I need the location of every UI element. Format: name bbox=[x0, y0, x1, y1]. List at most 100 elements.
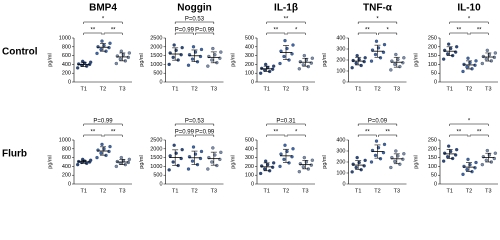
significance-label: * bbox=[376, 17, 379, 23]
significance-label: P=0.09 bbox=[368, 119, 388, 125]
data-point bbox=[119, 155, 123, 160]
y-tick-label: 100 bbox=[428, 164, 437, 170]
sd-bar bbox=[172, 47, 179, 61]
significance-label: ** bbox=[273, 28, 278, 34]
sd-bar bbox=[263, 65, 270, 72]
y-tick-label: 400 bbox=[62, 164, 71, 170]
x-tick-label: T1 bbox=[263, 188, 269, 194]
significance-label: P=0.31 bbox=[276, 119, 296, 125]
y-tick-label: 400 bbox=[245, 146, 254, 152]
data-point bbox=[211, 46, 215, 51]
data-point bbox=[442, 159, 446, 163]
y-tick-label: 400 bbox=[62, 62, 71, 68]
data-point bbox=[89, 158, 93, 162]
data-point bbox=[363, 56, 367, 60]
y-tick-label: 2000 bbox=[150, 146, 162, 152]
sd-bar bbox=[210, 151, 217, 166]
data-point bbox=[401, 61, 405, 65]
data-point bbox=[279, 152, 283, 156]
significance-label: * bbox=[102, 17, 105, 23]
significance-label: ** bbox=[477, 130, 482, 136]
significance-label: * bbox=[295, 28, 298, 34]
data-point bbox=[206, 167, 210, 171]
significance-label: ** bbox=[111, 130, 116, 136]
sd-bar bbox=[283, 45, 289, 60]
y-tick-label: 300 bbox=[245, 155, 254, 161]
data-point bbox=[389, 68, 393, 72]
data-point bbox=[186, 167, 191, 171]
y-tick-label: 100 bbox=[245, 173, 254, 179]
x-tick-label: T1 bbox=[172, 188, 178, 194]
sd-bar bbox=[302, 160, 309, 170]
data-point bbox=[219, 150, 223, 154]
significance-label: ** bbox=[90, 130, 95, 136]
sd-bar bbox=[393, 56, 400, 68]
data-point bbox=[199, 149, 204, 154]
data-point bbox=[485, 148, 489, 153]
x-tick-label: T3 bbox=[485, 86, 491, 92]
y-tick-label: 1000 bbox=[150, 62, 162, 68]
significance-bracket bbox=[469, 32, 489, 35]
significance-label: * bbox=[295, 130, 298, 136]
data-point bbox=[127, 157, 131, 162]
y-tick-label: 100 bbox=[336, 68, 345, 74]
sd-bar bbox=[283, 148, 289, 163]
data-point bbox=[108, 41, 112, 45]
data-point bbox=[115, 159, 119, 164]
data-point bbox=[278, 164, 282, 169]
data-point bbox=[350, 170, 354, 174]
significance-label: ** bbox=[365, 28, 370, 34]
significance-bracket bbox=[174, 123, 215, 126]
x-tick-label: T1 bbox=[80, 86, 86, 92]
y-tick-label: 200 bbox=[62, 71, 71, 77]
significance-bracket bbox=[449, 134, 469, 137]
y-tick-label: 200 bbox=[336, 159, 345, 165]
y-axis-label: pg/ml bbox=[413, 53, 419, 66]
data-point bbox=[401, 157, 405, 161]
significance-bracket bbox=[449, 123, 489, 126]
y-tick-label: 300 bbox=[336, 46, 345, 52]
panel-title: IL-10 bbox=[457, 3, 481, 14]
data-point bbox=[382, 42, 387, 47]
significance-bracket bbox=[174, 134, 194, 137]
y-tick-label: 0 bbox=[434, 181, 437, 187]
significance-bracket bbox=[83, 32, 103, 35]
data-point bbox=[118, 57, 122, 61]
data-point bbox=[402, 152, 406, 156]
y-tick-label: 1500 bbox=[150, 155, 162, 161]
row-label: Flurb bbox=[2, 149, 27, 160]
data-point bbox=[191, 45, 196, 49]
data-point bbox=[480, 162, 484, 167]
sd-bar bbox=[355, 160, 362, 170]
data-point bbox=[263, 167, 267, 171]
significance-label: P=0.53 bbox=[185, 17, 205, 23]
data-point bbox=[264, 62, 268, 67]
y-tick-label: 2500 bbox=[150, 35, 162, 41]
significance-bracket bbox=[103, 134, 123, 137]
x-tick-label: T1 bbox=[80, 188, 86, 194]
data-point bbox=[466, 157, 470, 162]
significance-bracket bbox=[378, 32, 398, 35]
data-point bbox=[484, 158, 488, 162]
data-point bbox=[190, 57, 195, 61]
data-point bbox=[465, 65, 469, 69]
data-point bbox=[310, 158, 314, 162]
sd-bar bbox=[172, 149, 179, 166]
data-point bbox=[172, 43, 176, 47]
x-tick-label: T1 bbox=[355, 86, 361, 92]
sd-bar bbox=[446, 46, 453, 56]
sd-bar bbox=[485, 52, 492, 62]
significance-bracket bbox=[357, 134, 377, 137]
significance-bracket bbox=[174, 32, 194, 35]
significance-label: P=0.99 bbox=[175, 130, 195, 136]
data-point bbox=[95, 51, 99, 56]
y-axis-label: pg/ml bbox=[139, 53, 145, 66]
panel-title: TNF-α bbox=[363, 3, 393, 14]
data-point bbox=[446, 52, 450, 56]
data-point bbox=[107, 149, 111, 154]
x-tick-label: T2 bbox=[191, 86, 197, 92]
data-point bbox=[447, 42, 451, 46]
panel-title: BMP4 bbox=[89, 3, 117, 14]
y-tick-label: 1000 bbox=[59, 35, 71, 41]
data-point bbox=[186, 63, 191, 67]
